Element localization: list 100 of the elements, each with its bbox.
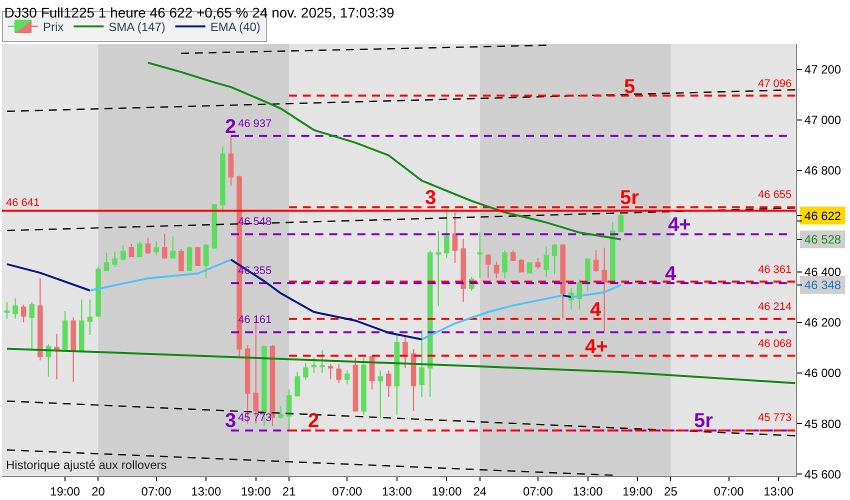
x-tick-label: 07:00 [141, 484, 172, 498]
candlestick [552, 243, 558, 275]
candlestick [486, 253, 491, 279]
candlestick [344, 370, 350, 385]
x-tick-label: 07:00 [522, 484, 554, 498]
x-tick-label: 07:00 [714, 484, 744, 498]
candlestick [4, 302, 10, 320]
annotation: 46 161 [238, 314, 272, 326]
candlestick [112, 250, 118, 268]
y-tick-label: 46 200 [804, 316, 842, 330]
candlestick [120, 244, 126, 261]
y-tick-label: 45 600 [804, 467, 842, 482]
annotation: 45 773 [758, 412, 792, 424]
candlestick [311, 357, 317, 374]
candlestick [79, 299, 84, 351]
candlestick [87, 299, 93, 336]
annotation: Historique ajusté aux rollovers [6, 458, 167, 472]
candlestick [195, 246, 200, 266]
line-series [230, 258, 423, 340]
legend-label: Prix [43, 20, 64, 34]
candlestick [137, 240, 142, 258]
candlestick [20, 304, 26, 323]
candlestick [96, 266, 101, 317]
y-tick-label: 46 622 [804, 208, 842, 223]
annotation: 3 [225, 410, 236, 432]
x-tick-label: 19:00 [50, 484, 80, 498]
candlestick [170, 236, 176, 258]
y-tick-label: 46 000 [804, 366, 842, 380]
y-tick-label: 47 000 [804, 113, 842, 128]
x-tick-label: 20 [92, 484, 106, 498]
candlestick [70, 316, 76, 382]
candlestick [502, 250, 508, 279]
candlestick [386, 370, 392, 398]
candlestick [436, 230, 442, 307]
line-series [420, 294, 564, 340]
annotation: 47 096 [758, 78, 792, 90]
x-tick-label: 19:00 [240, 484, 272, 498]
annotation: 46 655 [758, 189, 792, 201]
candlestick [378, 370, 383, 420]
candlestick [477, 232, 483, 279]
x-tick-label: 19:00 [432, 484, 462, 498]
annotation: 46 068 [758, 338, 792, 350]
candlestick [145, 237, 151, 255]
legend-label: EMA (40) [210, 20, 260, 34]
y-tick-label: 47 200 [804, 62, 842, 77]
candlestick [186, 246, 192, 272]
candlestick [527, 262, 532, 274]
candlestick [286, 388, 292, 432]
candlestick [203, 243, 209, 279]
annotation: 46 355 [238, 265, 272, 277]
candlestick [294, 371, 300, 396]
candlestick [162, 233, 168, 258]
y-tick-label: 45 800 [804, 416, 842, 431]
y-tick-label: 46 348 [804, 278, 842, 292]
candlestick [38, 277, 43, 361]
annotation: 4 [665, 263, 677, 285]
candlestick [419, 329, 424, 398]
candlestick [560, 243, 566, 320]
line-series [147, 62, 622, 240]
x-tick-label: 24 [473, 484, 487, 498]
candlestick [128, 243, 134, 258]
candlestick [394, 334, 400, 416]
candlestick [593, 250, 599, 272]
candlestick [535, 257, 541, 270]
candlestick [154, 240, 159, 256]
x-tick-label: 13:00 [382, 484, 412, 498]
candlestick [328, 364, 334, 380]
annotation: 46 214 [758, 301, 792, 313]
candlestick [444, 206, 450, 258]
candlestick [518, 258, 524, 272]
candlestick [460, 238, 466, 303]
candlestick [510, 250, 516, 261]
candlestick [29, 302, 34, 350]
candlestick [54, 333, 60, 380]
x-tick-label: 25 [664, 484, 678, 498]
candlestick [361, 357, 366, 416]
y-tick-label: 46 800 [804, 164, 842, 178]
candlestick [320, 350, 325, 374]
annotation: 46 548 [238, 216, 272, 228]
annotation: 46 361 [758, 264, 792, 276]
candlestick [544, 246, 549, 278]
candlestick [228, 135, 234, 186]
chart-title: DJ30 Full1225 1 heure 46 622 +0,65 % 24 nov. 2025, 17:03:39 [4, 4, 395, 20]
ref-line-label: 46 641 [6, 197, 40, 209]
annotation: 2 [225, 116, 236, 138]
x-tick-label: 13:00 [764, 484, 794, 498]
annotation: 4 [590, 299, 602, 321]
annotation: 4+ [668, 214, 691, 236]
y-tick-label: 46 400 [804, 264, 842, 279]
candlestick [220, 146, 226, 213]
x-tick-label: 13:00 [572, 484, 604, 498]
annotation: 2 [308, 410, 320, 432]
candlestick [278, 405, 284, 420]
annotation: 5r [694, 410, 714, 432]
candlestick [336, 364, 342, 384]
candlestick [427, 250, 433, 398]
candlestick [104, 252, 110, 272]
annotation: 5r [620, 187, 640, 209]
x-tick-label: 07:00 [332, 484, 362, 498]
candlestick [12, 298, 18, 320]
